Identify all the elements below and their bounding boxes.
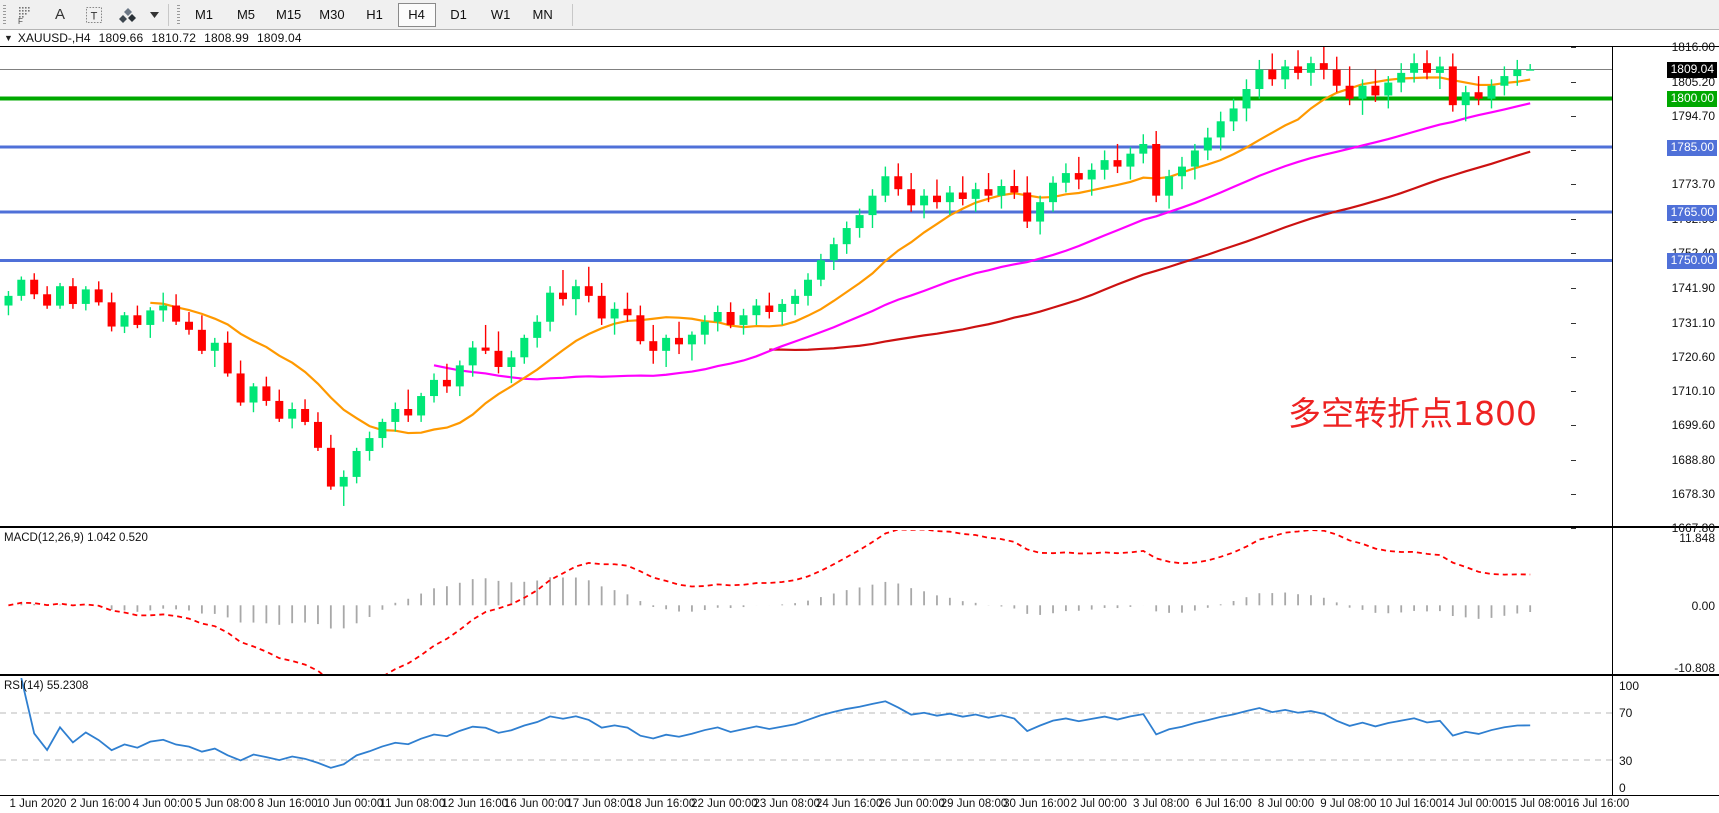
time-axis-label: 18 Jun 16:00 (628, 798, 696, 810)
rsi-axis-tick: 0 (1619, 781, 1626, 795)
objects-icon[interactable] (111, 2, 145, 28)
price-axis-column[interactable]: 1816.001805.201794.701784.201773.701762.… (1570, 40, 1719, 796)
time-axis-label: 9 Jul 08:00 (1320, 798, 1377, 810)
timeframe-w1[interactable]: W1 (490, 7, 511, 22)
time-axis-label: 23 Jun 08:00 (753, 798, 821, 810)
price-tag-blue[interactable]: 1750.00 (1666, 253, 1717, 270)
text-label-glyph: A (54, 6, 65, 23)
time-axis-label: 22 Jun 00:00 (691, 798, 758, 810)
rsi-axis-tick: 70 (1619, 706, 1633, 721)
ohlc-low: 1808.99 (204, 31, 249, 45)
symbol-ohlc-bar: ▼ XAUUSD-,H4 1809.66 1810.72 1808.99 180… (0, 30, 1719, 47)
rsi-label: RSI(14) 55.2308 (4, 680, 89, 692)
dropdown-arrow-icon[interactable] (145, 2, 163, 28)
macd-axis-tick: -10.808 (1674, 661, 1715, 675)
ohlc-open: 1809.66 (98, 31, 144, 45)
chart-body: 多空转折点1800 MACD(12,26,9) 1.042 0.520 RSI(… (0, 40, 1719, 796)
price-chart-canvas[interactable] (0, 47, 1612, 526)
rsi-axis-tick: 30 (1619, 753, 1633, 768)
time-axis-label: 3 Jul 08:00 (1133, 798, 1190, 810)
ohlc-close: 1809.04 (256, 31, 302, 45)
price-tag-blue[interactable]: 1785.00 (1666, 139, 1717, 156)
price-tag-green[interactable]: 1800.00 (1666, 90, 1717, 107)
time-axis-label: 4 Jun 00:00 (132, 798, 193, 810)
rsi-pane[interactable]: RSI(14) 55.2308 (0, 678, 1612, 796)
text-box-icon[interactable]: T (77, 2, 111, 28)
time-axis-label: 29 Jun 08:00 (940, 798, 1008, 810)
time-axis-label: 6 Jul 16:00 (1195, 798, 1252, 810)
time-axis-label: 17 Jun 08:00 (566, 798, 633, 810)
toolbar-separator-2 (571, 3, 573, 26)
chart-annotation: 多空转折点1800 (1288, 394, 1537, 433)
time-axis-label: 2 Jul 00:00 (1070, 798, 1127, 810)
price-axis-tick: 1816.00 (1570, 40, 1715, 54)
svg-text:T: T (91, 10, 98, 22)
price-axis-tick: 1741.90 (1570, 281, 1715, 295)
rsi-chart-canvas[interactable] (0, 678, 1612, 795)
time-axis-label: 16 Jul 16:00 (1566, 798, 1630, 810)
price-tag-blue[interactable]: 1765.00 (1666, 204, 1717, 221)
symbol-label: XAUUSD-,H4 (17, 31, 91, 45)
crosshair-icon[interactable]: F (9, 2, 43, 28)
time-axis-label: 16 Jun 00:00 (503, 798, 571, 810)
main-toolbar: F A T M1 M5 M15 M30 H1 H4 D1 W1 MN (0, 0, 1719, 30)
timeframe-h4[interactable]: H4 (397, 2, 436, 27)
macd-axis[interactable]: 11.848 0.00 -10.808 (1613, 530, 1719, 676)
timeframe-m5[interactable]: M5 (236, 7, 256, 22)
price-tag-black[interactable]: 1809.04 (1666, 61, 1717, 78)
price-axis-tick: 1678.30 (1570, 487, 1715, 501)
macd-chart-canvas[interactable] (0, 530, 1612, 674)
time-axis[interactable]: 1 Jun 2020 2 Jun 16:00 4 Jun 00:00 5 Jun 08… (0, 796, 1719, 813)
price-axis-tick: 1731.10 (1570, 316, 1715, 330)
chart-menu-caret-icon[interactable]: ▼ (4, 32, 13, 43)
toolbar-separator (168, 3, 169, 26)
timeframe-m30[interactable]: M30 (319, 7, 345, 22)
timeframe-m15[interactable]: M15 (276, 7, 302, 22)
price-axis-tick: 1794.70 (1570, 109, 1715, 123)
macd-axis-tick: 0.00 (1691, 599, 1715, 614)
time-axis-label: 11 Jun 08:00 (379, 798, 446, 810)
price-axis-tick: 1773.70 (1570, 177, 1715, 191)
rsi-axis[interactable]: 100 70 30 0 (1613, 678, 1719, 796)
timeframe-grip[interactable] (174, 3, 183, 27)
time-axis-label: 12 Jun 16:00 (441, 798, 509, 810)
macd-label: MACD(12,26,9) 1.042 0.520 (4, 532, 148, 544)
price-pane[interactable]: 多空转折点1800 (0, 47, 1612, 528)
price-axis-tick: 1710.10 (1570, 384, 1715, 398)
time-axis-label: 2 Jun 16:00 (70, 798, 131, 810)
price-axis-tick: 1699.60 (1570, 418, 1715, 432)
time-axis-label: 30 Jun 16:00 (1003, 798, 1070, 810)
time-axis-label: 15 Jul 08:00 (1504, 798, 1567, 810)
ohlc-high: 1810.72 (151, 31, 197, 45)
svg-text:F: F (18, 17, 23, 24)
time-axis-label: 10 Jul 16:00 (1379, 798, 1443, 810)
timeframe-d1[interactable]: D1 (450, 7, 467, 22)
time-axis-label: 8 Jun 16:00 (257, 798, 318, 810)
time-axis-label: 14 Jul 00:00 (1441, 798, 1505, 810)
time-axis-label: 1 Jun 2020 (9, 798, 67, 810)
timeframe-h1[interactable]: H1 (366, 7, 383, 22)
time-axis-label: 10 Jun 00:00 (316, 798, 384, 810)
timeframe-m1[interactable]: M1 (194, 7, 214, 22)
price-axis-tick: 1688.80 (1570, 453, 1715, 467)
macd-pane[interactable]: MACD(12,26,9) 1.042 0.520 (0, 530, 1612, 676)
time-axis-label: 5 Jun 08:00 (195, 798, 256, 810)
timeframe-mn[interactable]: MN (532, 7, 553, 22)
time-axis-label: 24 Jun 16:00 (815, 798, 883, 810)
price-axis-tick: 1805.20 (1570, 75, 1715, 89)
rsi-axis-tick: 100 (1619, 679, 1640, 693)
price-axis-tick: 1667.80 (1570, 521, 1715, 535)
macd-axis-tick: 11.848 (1679, 531, 1715, 545)
price-axis[interactable]: 1816.001805.201794.701784.201773.701762.… (1570, 40, 1719, 535)
text-label-icon[interactable]: A (43, 2, 77, 28)
time-axis-label: 8 Jul 00:00 (1257, 798, 1315, 810)
plot-column: 多空转折点1800 MACD(12,26,9) 1.042 0.520 RSI(… (0, 47, 1612, 796)
price-axis-tick: 1720.60 (1570, 350, 1715, 364)
time-axis-label: 26 Jun 00:00 (878, 798, 945, 810)
toolbar-grip[interactable] (0, 3, 9, 27)
